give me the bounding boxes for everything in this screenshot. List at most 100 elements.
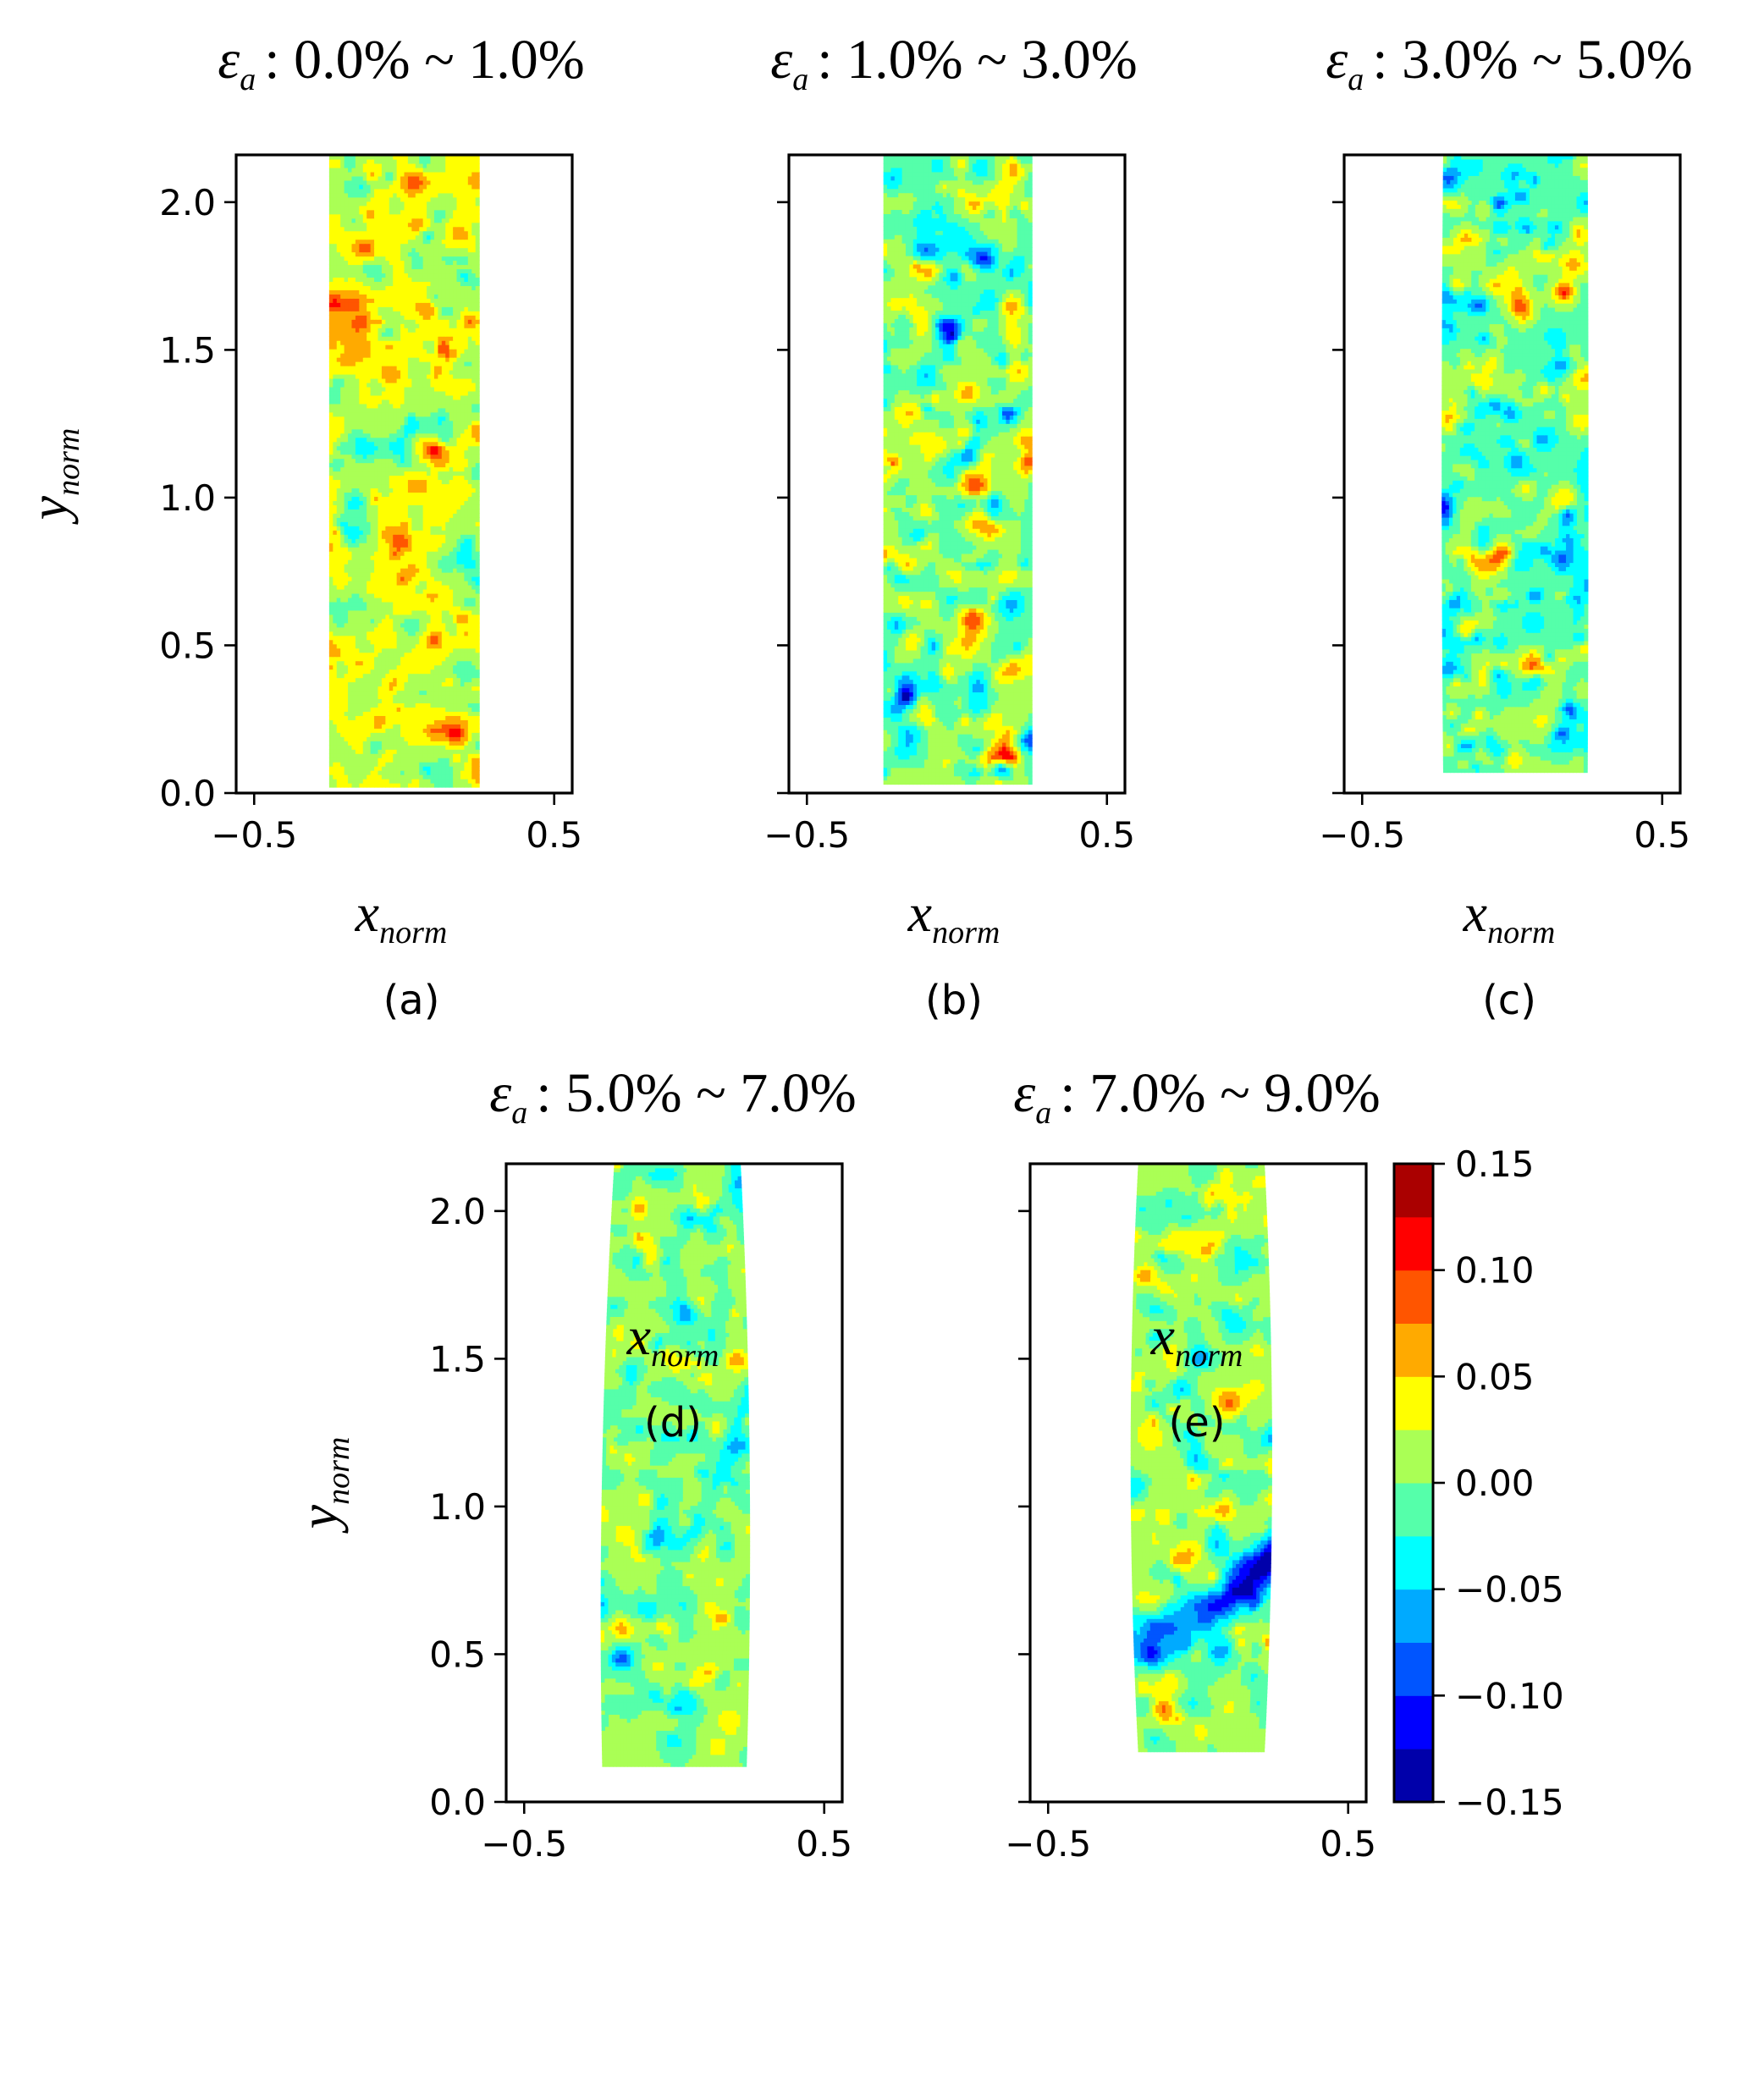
heatmap-cell [467,394,472,400]
heatmap-cell [411,694,416,700]
heatmap-cell [362,449,367,455]
heatmap-cell [427,366,432,371]
heatmap-cell [453,353,458,358]
heatmap-cell [460,707,465,712]
heatmap-cell [471,580,477,586]
heatmap-cell [328,597,334,603]
heatmap-cell [389,289,394,295]
heatmap-cell [374,319,379,324]
heatmap-cell [344,741,349,746]
heatmap-cell [438,513,443,518]
heatmap-cell [370,264,375,270]
heatmap-cell [362,526,367,531]
heatmap-cell [464,526,469,531]
heatmap-cell [385,686,390,691]
heatmap-cell [467,513,472,518]
heatmap-cell [355,660,360,666]
heatmap-cell [378,601,383,607]
heatmap-cell [438,564,443,569]
heatmap-cell [367,559,372,565]
heatmap-cell [400,724,405,729]
heatmap-cell [475,762,480,767]
heatmap-cell [456,555,461,560]
heatmap-cell [433,328,438,333]
heatmap-cell [374,369,379,375]
heatmap-cell [449,572,454,577]
heatmap-cell [460,631,465,636]
heatmap-cell [422,432,427,438]
heatmap-cell [471,420,477,426]
heatmap-cell [430,677,435,683]
heatmap-cell [438,319,443,324]
heatmap-cell [370,592,375,598]
heatmap-cell [359,449,364,455]
heatmap-cell [467,702,472,708]
heatmap-cell [355,298,360,303]
heatmap-cell [407,328,412,333]
heatmap-cell [438,656,443,662]
heatmap-cell [475,353,480,358]
heatmap-cell [460,741,465,746]
heatmap-cell [385,601,390,607]
heatmap-cell [336,277,341,282]
heatmap-cell [374,728,379,733]
heatmap-cell [449,715,454,720]
heatmap-cell [374,686,379,691]
heatmap-cell [340,260,345,266]
heatmap-cell [393,677,398,683]
heatmap-cell [475,779,480,784]
heatmap-cell [449,694,454,700]
heatmap-cell [411,386,416,392]
heatmap-cell [445,336,450,341]
heatmap-cell [445,420,450,426]
heatmap-cell [456,277,461,282]
heatmap-cell [438,496,443,501]
heatmap-cell [333,568,338,573]
heatmap-cell [381,601,386,607]
heatmap-cell [427,614,432,620]
heatmap-cell [393,719,398,724]
heatmap-cell [419,281,424,286]
heatmap-cell [396,260,401,266]
heatmap-cell [400,622,405,628]
heatmap-cell [396,745,401,750]
heatmap-cell [415,403,420,409]
heatmap-cell [404,449,409,455]
heatmap-cell [456,361,461,366]
heatmap-cell [378,534,383,539]
heatmap-cell [456,686,461,691]
heatmap-cell [427,647,432,653]
heatmap-cell [445,306,450,311]
heatmap-cell [445,302,450,307]
heatmap-cell [370,635,375,641]
heatmap-cell [385,631,390,636]
heatmap-cell [422,601,427,607]
heatmap-cell [445,285,450,290]
heatmap-cell [381,382,386,388]
heatmap-cell [453,572,458,577]
heatmap-cell [336,488,341,493]
heatmap-cell [348,407,353,413]
heatmap-cell [407,631,412,636]
heatmap-cell [393,462,398,468]
heatmap-cell [340,698,345,704]
heatmap-cell [411,677,416,683]
heatmap-cell [385,719,390,724]
heatmap-cell [340,690,345,696]
heatmap-cell [404,462,409,468]
heatmap-cell [389,332,394,337]
heatmap-cell [396,770,401,775]
heatmap-cell [456,424,461,430]
heatmap-cell [333,496,338,501]
heatmap-cell [419,344,424,350]
heatmap-cell [351,394,356,400]
heatmap-cell [355,681,360,687]
heatmap-cell [471,597,477,603]
heatmap-cell [362,509,367,514]
heatmap-cell [393,319,398,324]
heatmap-cell [389,605,394,611]
heatmap-cell [441,753,446,758]
heatmap-cell [464,690,469,696]
heatmap-cell [374,373,379,379]
heatmap-cell [370,361,375,366]
